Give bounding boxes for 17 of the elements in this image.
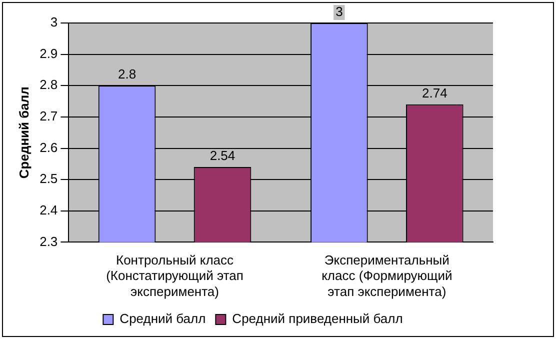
data-label: 3 (336, 4, 343, 20)
y-axis-title: Средний балл (16, 86, 32, 179)
x-tick-label: Контрольный класс (Констатирующий этап эксперимента) (106, 252, 244, 299)
y-tick-label: 2.8 (40, 77, 58, 92)
legend-label: Средний балл (120, 311, 206, 326)
x-tick-label: Экспериментальный класс (Формирующий этап эксперимента) (322, 252, 452, 299)
data-label: 2.74 (422, 85, 448, 100)
data-label: 2.8 (118, 66, 136, 82)
y-tick-label: 2.6 (40, 140, 58, 155)
y-tick-label: 2.9 (40, 46, 58, 61)
legend-label: Средний приведенный балл (232, 311, 403, 326)
y-tick-label: 2.7 (40, 108, 58, 124)
y-tick-label: 2.5 (40, 171, 58, 186)
data-label: 2.54 (210, 148, 236, 164)
y-tick-label: 2.3 (40, 234, 58, 249)
y-tick-label: 2.4 (40, 202, 58, 218)
y-tick-label: 3 (50, 14, 58, 30)
